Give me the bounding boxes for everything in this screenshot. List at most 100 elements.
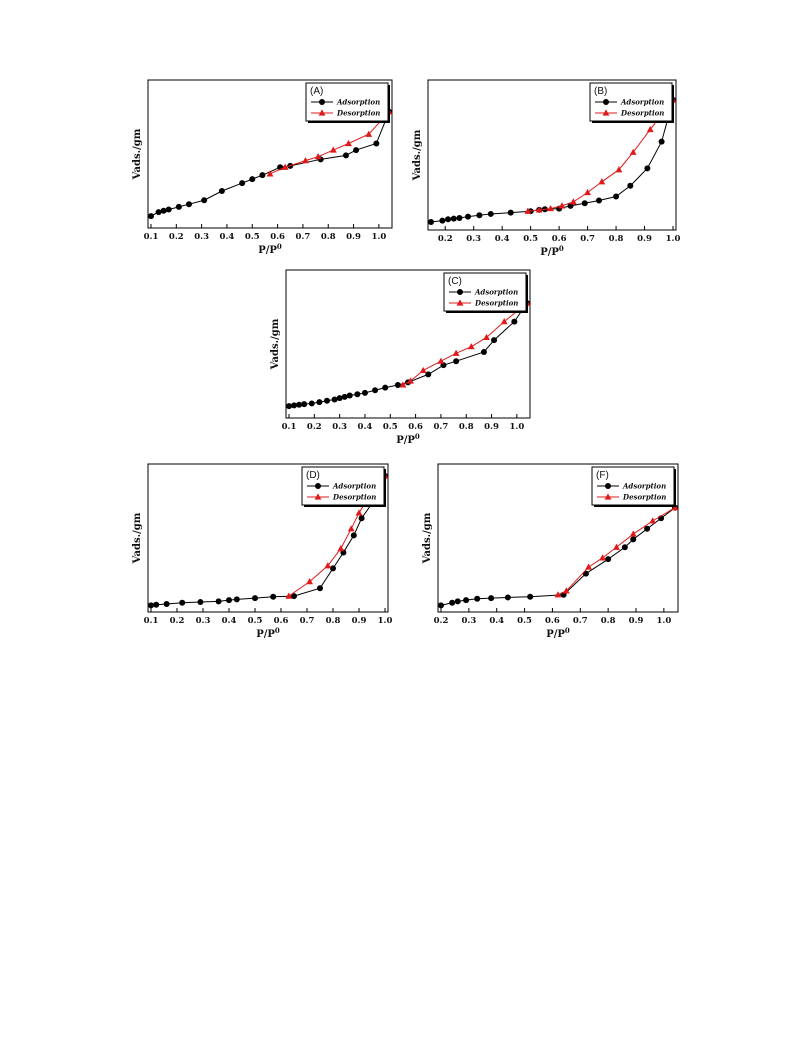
- data-point-adsorption: [341, 393, 348, 400]
- data-point-adsorption: [226, 597, 232, 604]
- series-line-desorption: [269, 111, 390, 175]
- data-point-adsorption: [621, 544, 628, 551]
- data-point-adsorption: [358, 515, 365, 522]
- data-point-desorption: [365, 130, 373, 137]
- x-axis-title: P/P0: [396, 432, 420, 446]
- legend-label: Adsorption: [620, 98, 664, 107]
- data-point-adsorption: [179, 599, 186, 606]
- chart-panel-c: 0.1 0.2 0.3 0.4 0.5 0.6 0.7 0.8 0.9 1.0 P/P0 Vads./…: [266, 268, 538, 448]
- data-point-adsorption: [316, 399, 323, 406]
- x-axis-title: P/P0: [256, 626, 280, 640]
- data-point-adsorption: [201, 197, 208, 204]
- chart-svg: 0.1 0.2 0.3 0.4 0.5 0.6 0.7 0.8 0.9 1.0 P/P0 Vads./…: [132, 463, 393, 640]
- data-point-adsorption: [613, 193, 620, 200]
- x-tick-label: 0.9: [346, 232, 361, 242]
- data-point-adsorption: [488, 595, 495, 602]
- x-tick-label: 0.6: [408, 422, 423, 432]
- x-tick-label: 1.0: [378, 616, 393, 626]
- legend-marker: [605, 483, 611, 489]
- data-point-adsorption: [336, 395, 343, 402]
- data-point-desorption: [337, 545, 345, 552]
- chart-panel-f: 0.2 0.3 0.4 0.5 0.6 0.7 0.8 0.9 1.0 P/P0 Vads./gm (…: [418, 462, 686, 642]
- x-tick-label: 0.3: [194, 232, 209, 242]
- x-tick-label: 0.3: [196, 616, 211, 626]
- x-tick-label: 0.5: [523, 234, 538, 244]
- x-tick-label: 0.8: [601, 616, 616, 626]
- data-point-adsorption: [308, 400, 315, 407]
- legend-marker: [457, 289, 463, 295]
- x-tick-label: 0.4: [358, 422, 373, 432]
- x-tick-label: 0.7: [580, 234, 595, 244]
- data-point-adsorption: [581, 200, 588, 207]
- data-point-adsorption: [342, 152, 349, 159]
- y-axis-title: Vads./gm: [132, 512, 143, 564]
- legend-marker: [315, 483, 321, 489]
- y-axis-title: Vads./gm: [132, 128, 143, 180]
- data-point-adsorption: [511, 318, 518, 325]
- x-axis-title: P/P0: [546, 626, 570, 640]
- plot-frame: [437, 463, 679, 613]
- data-point-desorption: [584, 188, 591, 196]
- x-tick-label: 0.8: [459, 422, 474, 432]
- data-point-adsorption: [354, 391, 361, 398]
- chart-svg: 0.1 0.2 0.3 0.4 0.5 0.6 0.7 0.8 0.9 1.0 P/P0 Vads./…: [270, 269, 531, 446]
- x-tick-label: 0.2: [170, 616, 185, 626]
- panel-label: (A): [310, 86, 323, 97]
- data-point-adsorption: [463, 597, 470, 604]
- data-point-adsorption: [373, 140, 380, 147]
- x-tick-label: 0.3: [466, 234, 481, 244]
- x-tick-label: 0.5: [517, 616, 532, 626]
- data-point-desorption: [585, 563, 593, 570]
- x-axis-title-text: P/P: [540, 247, 559, 258]
- data-point-adsorption: [372, 387, 379, 394]
- x-tick-label: 0.3: [461, 616, 476, 626]
- data-point-desorption: [281, 163, 289, 170]
- data-point-desorption: [629, 148, 637, 155]
- x-tick-label: 0.4: [220, 232, 235, 242]
- data-point-desorption: [355, 509, 363, 516]
- data-point-adsorption: [270, 593, 277, 600]
- data-point-adsorption: [291, 593, 297, 600]
- x-tick-label: 0.8: [609, 234, 624, 244]
- data-point-adsorption: [239, 180, 246, 187]
- data-point-desorption: [562, 587, 570, 594]
- data-point-adsorption: [259, 172, 266, 179]
- data-point-adsorption: [394, 381, 401, 388]
- data-point-desorption: [345, 139, 352, 147]
- data-point-adsorption: [439, 217, 446, 224]
- data-point-desorption: [306, 578, 313, 585]
- data-point-adsorption: [301, 401, 308, 408]
- x-tick-label: 0.4: [495, 234, 510, 244]
- legend-label: Desorption: [474, 299, 518, 308]
- data-point-adsorption: [291, 402, 298, 409]
- data-point-adsorption: [361, 389, 368, 396]
- data-point-adsorption: [595, 197, 602, 204]
- data-point-adsorption: [445, 216, 452, 223]
- data-point-adsorption: [185, 201, 192, 208]
- legend-marker: [456, 299, 464, 306]
- data-point-adsorption: [605, 556, 612, 563]
- data-point-desorption: [314, 153, 322, 160]
- data-point-adsorption: [346, 392, 353, 399]
- series-line-adsorption: [440, 507, 676, 606]
- data-point-adsorption: [438, 602, 444, 609]
- data-point-desorption: [285, 592, 293, 599]
- x-axis-title-sup: 0: [559, 244, 564, 253]
- legend-marker: [319, 99, 325, 105]
- data-point-adsorption: [353, 147, 360, 154]
- series-line-desorption: [557, 507, 676, 596]
- x-tick-label: 0.7: [434, 422, 449, 432]
- data-point-adsorption: [456, 214, 463, 221]
- data-point-desorption: [399, 381, 407, 388]
- x-tick-label: 0.9: [629, 616, 644, 626]
- plot-frame: [427, 79, 677, 231]
- legend-label: Adsorption: [336, 98, 380, 107]
- data-point-desorption: [598, 178, 606, 185]
- data-point-desorption: [535, 206, 543, 213]
- data-point-desorption: [302, 157, 309, 164]
- data-point-desorption: [266, 170, 274, 177]
- legend-marker: [604, 493, 612, 500]
- chart-svg: 0.2 0.3 0.4 0.5 0.6 0.7 0.8 0.9 1.0 P/P0 Vads./gm (…: [422, 463, 679, 640]
- data-point-desorption: [569, 198, 577, 205]
- data-point-adsorption: [175, 203, 182, 210]
